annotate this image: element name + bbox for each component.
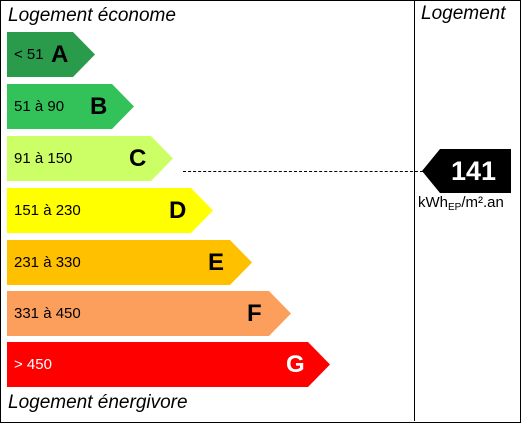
unit-tail: /m².an [461, 194, 504, 211]
class-range-label: 331 à 450 [14, 305, 81, 322]
class-arrow-shape [7, 342, 330, 387]
class-range-label: < 51 [14, 46, 44, 63]
class-range-label: > 450 [14, 356, 52, 373]
column-divider [414, 0, 415, 421]
marker-arrow-shape [422, 149, 511, 193]
class-arrow-shape [7, 291, 291, 336]
energy-class-e: 231 à 330 E [7, 240, 252, 285]
class-letter: D [169, 197, 187, 224]
class-arrow-shape [7, 240, 252, 285]
energy-intensive-caption: Logement énergivore [8, 392, 188, 413]
economical-caption: Logement économe [8, 5, 176, 26]
energy-class-g: > 450 G [7, 342, 330, 387]
energy-class-a: < 51 A [7, 32, 95, 77]
consumption-value: 141 [450, 156, 497, 186]
energy-class-c: 91 à 150 C [7, 136, 173, 181]
class-arrow-shape [7, 84, 134, 129]
value-leader-line [183, 171, 423, 172]
class-letter: A [51, 41, 69, 68]
dwelling-column-caption: Logement [421, 3, 506, 24]
energy-class-d: 151 à 230 D [7, 188, 213, 233]
class-arrow-shape [7, 136, 173, 181]
class-letter: B [90, 93, 108, 120]
class-arrow-shape [7, 32, 95, 77]
class-letter: F [247, 300, 262, 327]
class-range-label: 231 à 330 [14, 254, 81, 271]
unit-subscript: EP [448, 202, 462, 213]
class-letter: C [129, 145, 147, 172]
energy-class-b: 51 à 90 B [7, 84, 134, 129]
class-letter: E [208, 249, 225, 276]
energy-class-f: 331 à 450 F [7, 291, 291, 336]
class-range-label: 51 à 90 [14, 98, 65, 115]
class-range-label: 151 à 230 [14, 202, 81, 219]
class-letter: G [286, 351, 305, 378]
unit-main: kWh [418, 194, 448, 211]
consumption-marker: 141 [422, 149, 511, 193]
class-range-label: 91 à 150 [14, 150, 73, 167]
consumption-unit: kWhEP/m².an [418, 194, 504, 213]
class-arrow-shape [7, 188, 213, 233]
